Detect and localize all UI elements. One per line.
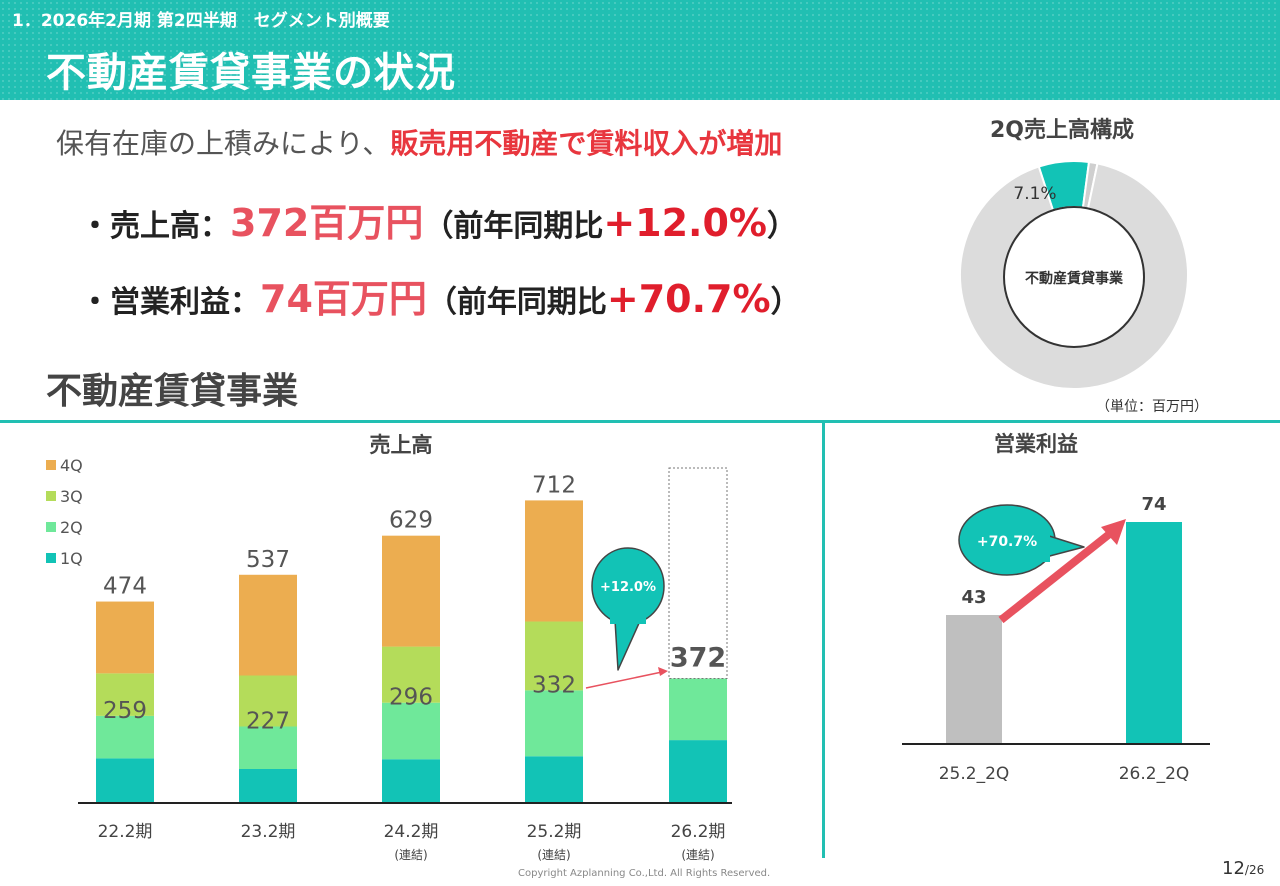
kpi-profit: ・営業利益：74百万円（前年同期比+70.7%）	[80, 268, 801, 323]
kpi-profit-yoy-prefix: （前年同期比	[426, 285, 607, 320]
lead-highlight: 販売用不動産で賃料収入が増加	[390, 127, 783, 160]
sales-outlook-box	[668, 467, 728, 679]
kpi-profit-value: 74百万円	[260, 277, 427, 321]
sales-bar-segment	[525, 500, 583, 622]
page-total: /26	[1244, 863, 1265, 877]
profit-callout-text: +70.7%	[977, 534, 1037, 550]
sales-callout-cover	[610, 612, 646, 624]
profit-arrow-head	[1101, 519, 1126, 545]
sales-bar-segment	[382, 535, 440, 647]
header-band: 1．2026年2月期 第2四半期 セグメント別概要 不動産賃貸事業の状況	[0, 0, 1280, 100]
kpi-sales-label: ・売上高：	[80, 209, 230, 244]
segment-title: 不動産賃貸事業	[46, 371, 299, 412]
sales-total-label: 537	[246, 547, 290, 573]
profit-arrow	[998, 528, 1115, 624]
kpi-profit-yoy: +70.7%	[606, 277, 771, 321]
sales-callout-tail	[614, 619, 641, 671]
sales-bar-segment	[382, 702, 440, 760]
sales-arrow	[585, 671, 663, 689]
sales-arrow-head	[658, 667, 668, 676]
sales-total-label: 712	[532, 472, 576, 498]
sales-bar-segment	[239, 769, 297, 803]
sales-category-note: (連結)	[681, 848, 714, 862]
kpi-sales-yoy-suffix: ）	[767, 209, 797, 244]
kpi-profit-label: ・営業利益：	[80, 285, 260, 320]
sales-bar-segment	[382, 646, 440, 703]
legend-swatch	[46, 553, 56, 563]
donut-slice-label: 7.1%	[1013, 184, 1056, 204]
sales-total-label: 372	[670, 642, 726, 673]
sales-total-label: 474	[103, 574, 147, 600]
sales-category-label: 26.2期	[671, 822, 726, 842]
profit-category-label: 25.2_2Q	[939, 764, 1010, 784]
sales-chart-title: 売上高	[370, 433, 433, 457]
legend-label: 2Q	[60, 518, 83, 537]
profit-bar	[1126, 522, 1182, 744]
profit-callout-cover	[1038, 532, 1050, 562]
profit-bar	[946, 615, 1002, 744]
chart-divider	[822, 420, 825, 858]
sales-bar-segment	[96, 758, 154, 803]
sales-half-label: 332	[532, 672, 576, 698]
sales-bar-segment	[525, 690, 583, 757]
donut-center	[1003, 206, 1145, 348]
sales-category-note: (連結)	[394, 848, 427, 862]
legend-swatch	[46, 460, 56, 470]
kpi-profit-yoy-suffix: ）	[770, 285, 801, 320]
unit-note: （単位：百万円）	[1096, 399, 1208, 415]
legend-swatch	[46, 522, 56, 532]
sales-bar-segment	[96, 715, 154, 759]
lead-text: 保有在庫の上積みにより、販売用不動産で賃料収入が増加	[56, 122, 782, 162]
sales-bar-segment	[239, 675, 297, 727]
profit-value-label: 74	[1141, 494, 1166, 515]
sales-bar-segment	[96, 673, 154, 716]
page-number: 12/26	[1222, 858, 1264, 879]
lead-plain: 保有在庫の上積みにより、	[56, 127, 391, 160]
kpi-sales: ・売上高：372百万円（前年同期比+12.0%）	[80, 192, 797, 247]
sales-category-label: 24.2期	[384, 822, 439, 842]
legend-label: 1Q	[60, 549, 83, 568]
profit-value-label: 43	[961, 587, 986, 608]
copyright: Copyright Azplanning Co.,Ltd. All Rights…	[518, 868, 771, 879]
section-divider	[0, 420, 1280, 423]
sales-bar-segment	[525, 621, 583, 691]
kpi-sales-yoy-prefix: （前年同期比	[423, 209, 604, 244]
profit-category-label: 26.2_2Q	[1119, 764, 1190, 784]
sales-half-label: 259	[103, 698, 147, 724]
legend-swatch	[46, 491, 56, 501]
sales-half-label: 296	[389, 685, 433, 711]
sales-bar-segment	[239, 574, 297, 676]
donut-center-label: 不動産賃貸事業	[1025, 270, 1124, 287]
donut-title: 2Q売上高構成	[990, 118, 1135, 143]
sales-bar-segment	[669, 678, 727, 741]
sales-total-label: 629	[389, 508, 433, 534]
page-current: 12	[1222, 858, 1245, 879]
legend-label: 4Q	[60, 456, 83, 475]
profit-chart-title: 営業利益	[994, 432, 1078, 456]
page-title: 不動産賃貸事業の状況	[46, 50, 456, 96]
legend-label: 3Q	[60, 487, 83, 506]
sales-half-label: 227	[246, 709, 290, 735]
sales-category-label: 23.2期	[241, 822, 296, 842]
kpi-sales-yoy: +12.0%	[603, 201, 767, 245]
sales-bar-segment	[96, 601, 154, 674]
sales-bar-segment	[669, 740, 727, 803]
sales-category-label: 22.2期	[98, 822, 153, 842]
sales-category-label: 25.2期	[527, 822, 582, 842]
sales-bar-segment	[525, 756, 583, 803]
sales-category-note: (連結)	[537, 848, 570, 862]
sales-bar-segment	[382, 759, 440, 803]
kpi-sales-value: 372百万円	[230, 201, 424, 245]
sales-bar-segment	[239, 726, 297, 769]
section-label: 1．2026年2月期 第2四半期 セグメント別概要	[12, 11, 390, 31]
sales-callout-text: +12.0%	[600, 580, 656, 595]
